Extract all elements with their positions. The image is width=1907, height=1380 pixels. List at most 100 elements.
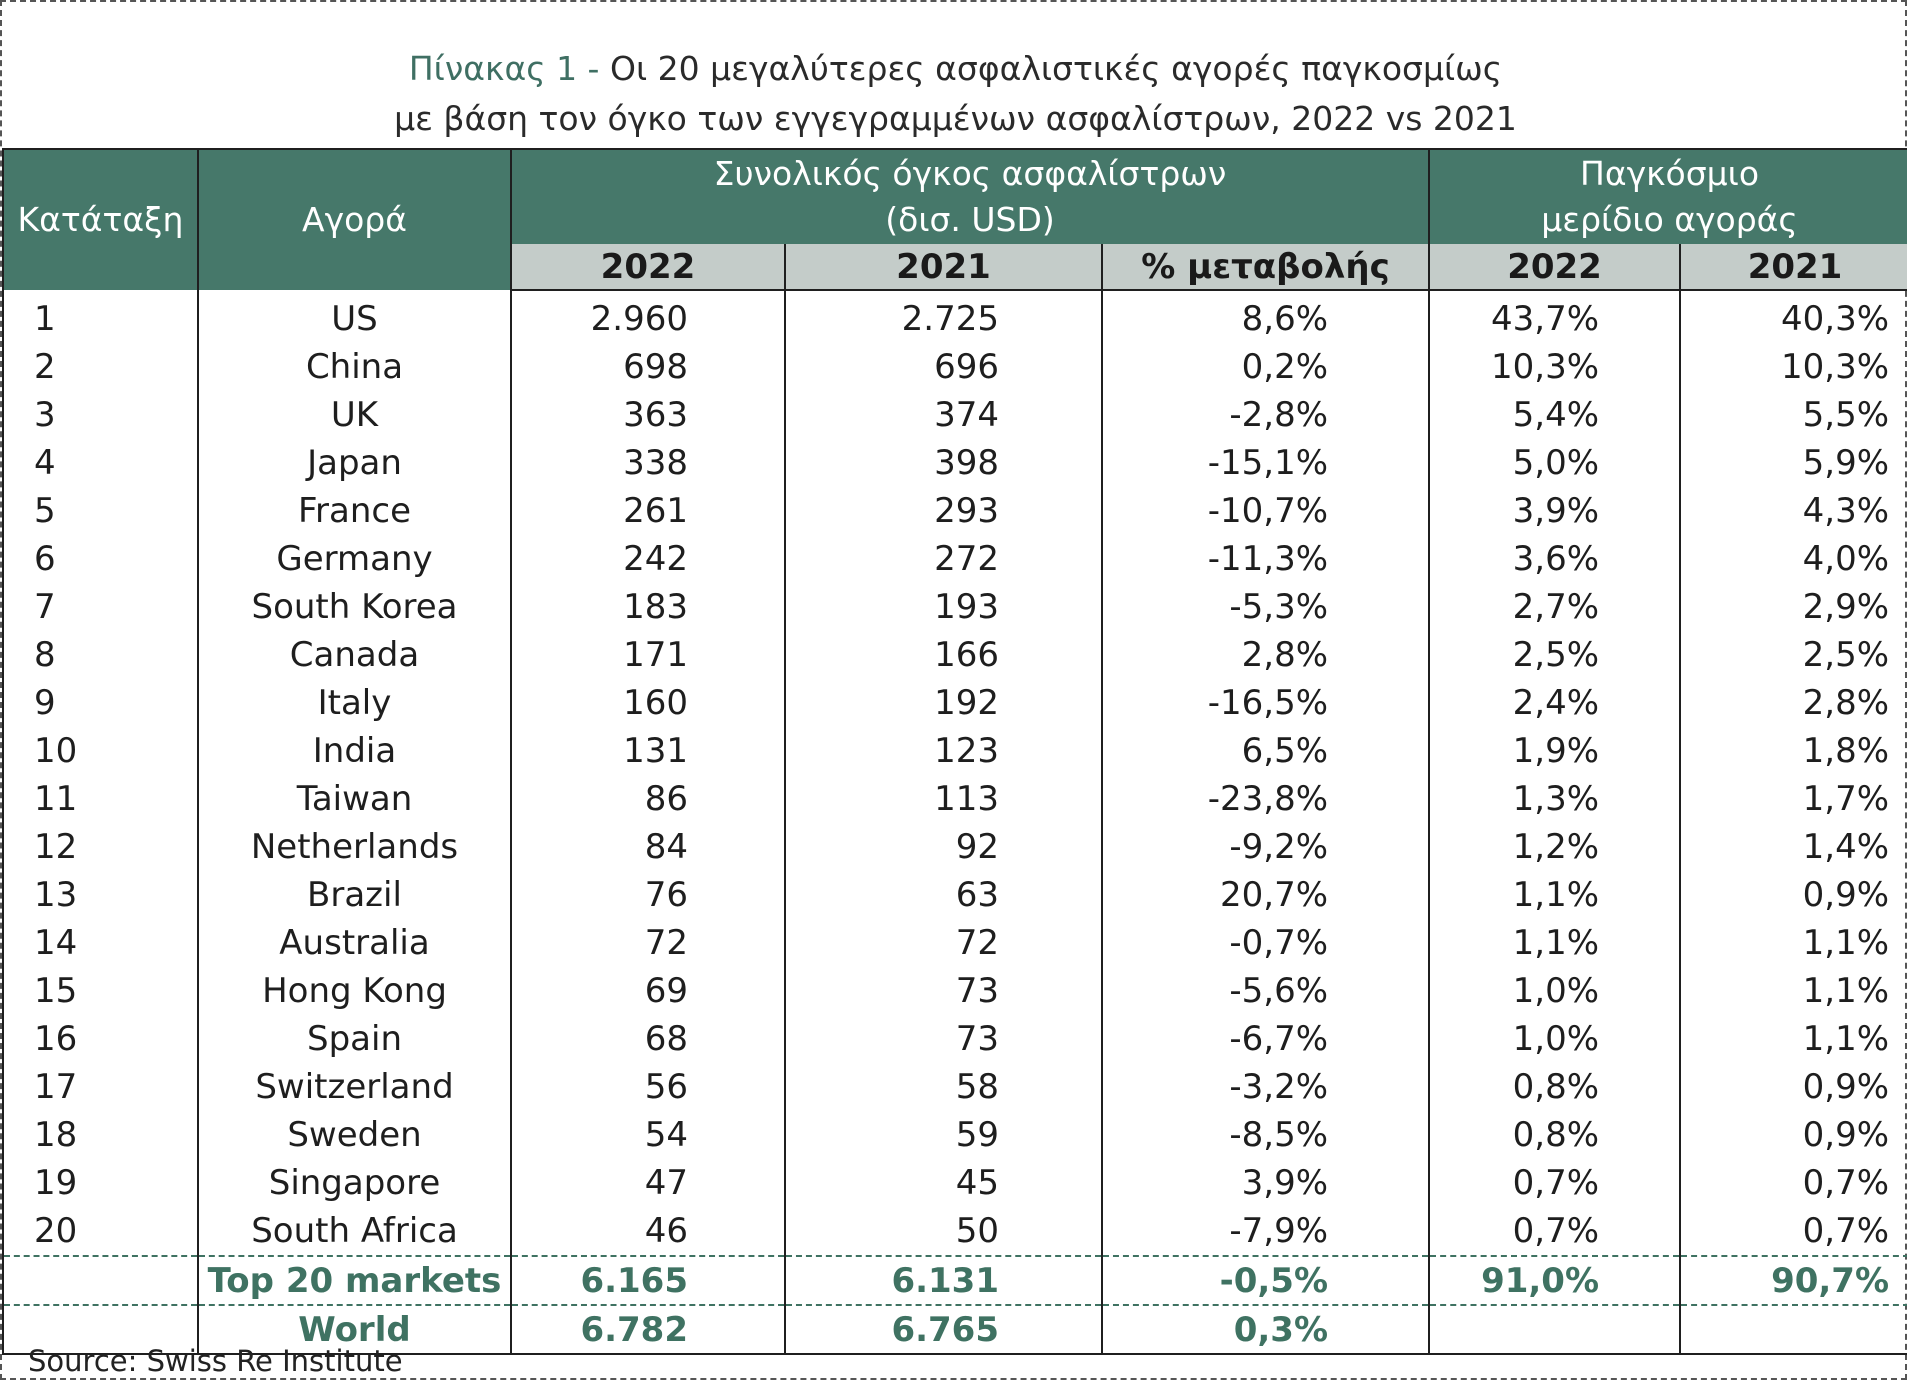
share-2021-cell: 0,9% bbox=[1679, 1063, 1907, 1111]
share-2022-cell: 0,7% bbox=[1428, 1207, 1682, 1256]
rank-cell: 7 bbox=[2, 583, 199, 631]
market-cell: Australia bbox=[197, 919, 512, 967]
change-cell: -5,6% bbox=[1100, 967, 1431, 1015]
table-row: 6 Germany 242 272 -11,3% 3,6% 4,0% bbox=[2, 535, 1907, 583]
market-cell: Switzerland bbox=[197, 1063, 512, 1111]
share-2022-cell: 0,7% bbox=[1428, 1159, 1682, 1207]
market-cell: Italy bbox=[197, 679, 512, 727]
table-row: 19 Singapore 47 45 3,9% 0,7% 0,7% bbox=[2, 1159, 1907, 1207]
world-2021: 6.765 bbox=[784, 1304, 1103, 1355]
change-cell: -10,7% bbox=[1100, 487, 1431, 535]
market-cell: Netherlands bbox=[197, 823, 512, 871]
table-row: 14 Australia 72 72 -0,7% 1,1% 1,1% bbox=[2, 919, 1907, 967]
premiums-2021-cell: 63 bbox=[784, 871, 1103, 919]
top20-change: -0,5% bbox=[1100, 1255, 1431, 1305]
share-2022-cell: 3,6% bbox=[1428, 535, 1682, 583]
premiums-2022-cell: 76 bbox=[510, 871, 786, 919]
header-share-line-2: μερίδιο αγοράς bbox=[1541, 200, 1798, 239]
rank-cell: 16 bbox=[2, 1015, 199, 1063]
premiums-2021-cell: 92 bbox=[784, 823, 1103, 871]
subheader-2022: 2022 bbox=[510, 244, 786, 291]
premiums-2022-cell: 261 bbox=[510, 487, 786, 535]
premiums-2022-cell: 47 bbox=[510, 1159, 786, 1207]
share-2021-cell: 5,5% bbox=[1679, 391, 1907, 439]
rank-cell: 4 bbox=[2, 439, 199, 487]
market-cell: India bbox=[197, 727, 512, 775]
top20-row: Top 20 markets 6.165 6.131 -0,5% 91,0% 9… bbox=[2, 1255, 1907, 1305]
premiums-2021-cell: 272 bbox=[784, 535, 1103, 583]
share-2021-cell: 2,9% bbox=[1679, 583, 1907, 631]
top20-rank bbox=[2, 1255, 199, 1305]
top20-2022: 6.165 bbox=[510, 1255, 786, 1305]
market-cell: South Korea bbox=[197, 583, 512, 631]
top20-2021: 6.131 bbox=[784, 1255, 1103, 1305]
share-2022-cell: 1,2% bbox=[1428, 823, 1682, 871]
share-2021-cell: 1,1% bbox=[1679, 919, 1907, 967]
share-2022-cell: 2,7% bbox=[1428, 583, 1682, 631]
table-row: 3 UK 363 374 -2,8% 5,4% 5,5% bbox=[2, 391, 1907, 439]
share-2021-cell: 4,3% bbox=[1679, 487, 1907, 535]
share-2021-cell: 0,9% bbox=[1679, 1111, 1907, 1159]
world-row: World 6.782 6.765 0,3% bbox=[2, 1304, 1907, 1355]
change-cell: -23,8% bbox=[1100, 775, 1431, 823]
premiums-2022-cell: 68 bbox=[510, 1015, 786, 1063]
premiums-2022-cell: 160 bbox=[510, 679, 786, 727]
market-cell: China bbox=[197, 343, 512, 391]
change-cell: -15,1% bbox=[1100, 439, 1431, 487]
title-text-1: Οι 20 μεγαλύτερες ασφαλιστικές αγορές πα… bbox=[609, 49, 1503, 88]
market-cell: Singapore bbox=[197, 1159, 512, 1207]
premiums-2021-cell: 293 bbox=[784, 487, 1103, 535]
premiums-2021-cell: 2.725 bbox=[784, 290, 1103, 343]
rank-cell: 11 bbox=[2, 775, 199, 823]
source-note: Source: Swiss Re Institute bbox=[28, 1344, 403, 1378]
share-2021-cell: 1,1% bbox=[1679, 1015, 1907, 1063]
market-cell: UK bbox=[197, 391, 512, 439]
rank-cell: 3 bbox=[2, 391, 199, 439]
world-rank bbox=[2, 1304, 199, 1355]
premiums-2021-cell: 73 bbox=[784, 1015, 1103, 1063]
premiums-2021-cell: 58 bbox=[784, 1063, 1103, 1111]
premiums-2022-cell: 54 bbox=[510, 1111, 786, 1159]
share-2022-cell: 1,0% bbox=[1428, 1015, 1682, 1063]
table-row: 9 Italy 160 192 -16,5% 2,4% 2,8% bbox=[2, 679, 1907, 727]
header-market-share: Παγκόσμιο μερίδιο αγοράς bbox=[1428, 148, 1907, 244]
table-row: 17 Switzerland 56 58 -3,2% 0,8% 0,9% bbox=[2, 1063, 1907, 1111]
change-cell: -8,5% bbox=[1100, 1111, 1431, 1159]
share-2022-cell: 43,7% bbox=[1428, 290, 1682, 343]
change-cell: 3,9% bbox=[1100, 1159, 1431, 1207]
premiums-2022-cell: 69 bbox=[510, 967, 786, 1015]
top20-label: Top 20 markets bbox=[197, 1255, 512, 1305]
premiums-2022-cell: 171 bbox=[510, 631, 786, 679]
top20-share-2022: 91,0% bbox=[1428, 1255, 1682, 1305]
premiums-2022-cell: 363 bbox=[510, 391, 786, 439]
rank-cell: 14 bbox=[2, 919, 199, 967]
table-row: 1 US 2.960 2.725 8,6% 43,7% 40,3% bbox=[2, 290, 1907, 343]
share-2021-cell: 2,8% bbox=[1679, 679, 1907, 727]
change-cell: -0,7% bbox=[1100, 919, 1431, 967]
rank-cell: 18 bbox=[2, 1111, 199, 1159]
rank-cell: 1 bbox=[2, 290, 199, 343]
market-cell: Germany bbox=[197, 535, 512, 583]
premiums-2022-cell: 56 bbox=[510, 1063, 786, 1111]
change-cell: 6,5% bbox=[1100, 727, 1431, 775]
subheader-share-2021: 2021 bbox=[1679, 244, 1907, 291]
premiums-2021-cell: 113 bbox=[784, 775, 1103, 823]
premiums-2022-cell: 84 bbox=[510, 823, 786, 871]
table-row: 8 Canada 171 166 2,8% 2,5% 2,5% bbox=[2, 631, 1907, 679]
premiums-2021-cell: 696 bbox=[784, 343, 1103, 391]
table-row: 13 Brazil 76 63 20,7% 1,1% 0,9% bbox=[2, 871, 1907, 919]
premiums-2021-cell: 45 bbox=[784, 1159, 1103, 1207]
table-row: 10 India 131 123 6,5% 1,9% 1,8% bbox=[2, 727, 1907, 775]
market-cell: Spain bbox=[197, 1015, 512, 1063]
table-row: 16 Spain 68 73 -6,7% 1,0% 1,1% bbox=[2, 1015, 1907, 1063]
world-label: World bbox=[197, 1304, 512, 1355]
world-2022: 6.782 bbox=[510, 1304, 786, 1355]
rank-cell: 17 bbox=[2, 1063, 199, 1111]
world-share-2021 bbox=[1679, 1304, 1907, 1355]
share-2021-cell: 1,8% bbox=[1679, 727, 1907, 775]
premiums-2021-cell: 123 bbox=[784, 727, 1103, 775]
premiums-2021-cell: 398 bbox=[784, 439, 1103, 487]
subheader-share-2022: 2022 bbox=[1428, 244, 1682, 291]
rank-cell: 12 bbox=[2, 823, 199, 871]
